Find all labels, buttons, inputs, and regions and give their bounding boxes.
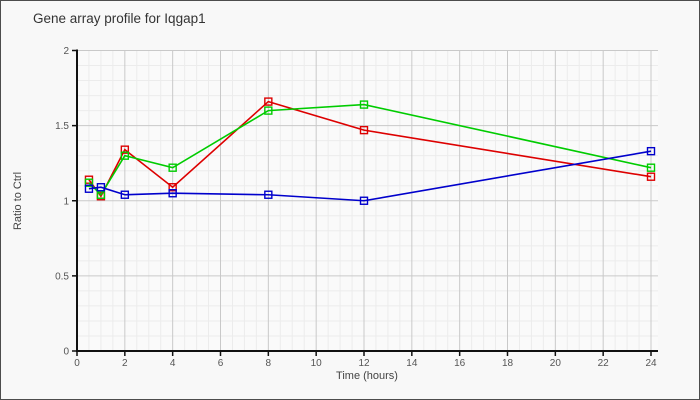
- y-axis-title: Ratio to Ctrl: [12, 171, 24, 231]
- data-point-marker-blue: [646, 146, 656, 156]
- data-point-marker-green: [646, 163, 656, 172]
- y-tick-label: 2: [63, 46, 69, 57]
- data-point-marker-blue: [359, 196, 369, 205]
- x-tick-label: 24: [645, 358, 657, 369]
- data-point-marker-red: [646, 172, 656, 181]
- data-point-marker-green: [168, 163, 177, 172]
- data-point-marker-blue: [264, 190, 273, 199]
- x-tick-label: 18: [502, 358, 514, 369]
- y-tick-label: 1.5: [55, 121, 69, 132]
- x-tick-label: 14: [406, 358, 418, 369]
- y-tick-label: 0.5: [55, 271, 69, 282]
- data-point-marker-red: [120, 145, 130, 154]
- x-tick-label: 0: [74, 358, 80, 369]
- data-point-marker-red: [168, 183, 177, 192]
- x-tick-label: 16: [454, 358, 466, 369]
- data-point-marker-blue: [96, 183, 106, 192]
- y-tick-label: 1: [63, 196, 69, 207]
- chart-title: Gene array profile for Iqgap1: [33, 11, 206, 26]
- series-line-green: [88, 103, 652, 197]
- data-point-marker-green: [84, 178, 94, 187]
- data-point-marker-green: [264, 106, 273, 115]
- x-tick-label: 8: [266, 358, 272, 369]
- data-point-marker-blue: [168, 189, 177, 198]
- x-tick-label: 22: [598, 358, 610, 369]
- data-point-marker-blue: [120, 190, 130, 199]
- series-line-red: [88, 100, 652, 198]
- data-point-marker-red: [359, 125, 369, 135]
- data-point-marker-red: [264, 97, 273, 106]
- x-tick-label: 6: [218, 358, 224, 369]
- data-point-marker-blue: [84, 184, 94, 193]
- x-tick-label: 12: [358, 358, 370, 369]
- series-line-blue: [88, 150, 652, 202]
- y-tick-label: 0: [63, 347, 69, 358]
- data-point-marker-green: [120, 151, 130, 160]
- x-tick-label: 4: [170, 358, 176, 369]
- x-tick-label: 2: [122, 358, 128, 369]
- data-point-marker-green: [359, 100, 369, 109]
- x-axis-title: Time (hours): [336, 370, 398, 382]
- x-tick-label: 10: [311, 358, 323, 369]
- x-tick-label: 20: [550, 358, 562, 369]
